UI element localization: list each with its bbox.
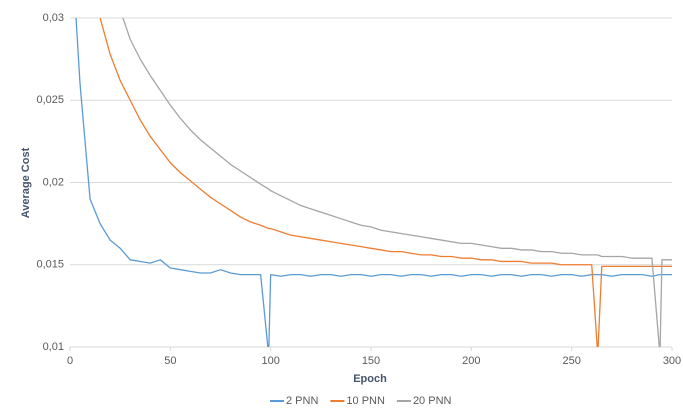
x-tick-label: 50 (164, 355, 176, 367)
series-line (122, 18, 672, 347)
x-tick-label: 300 (663, 355, 681, 367)
legend-label: 10 PNN (346, 395, 385, 407)
legend-label: 20 PNN (413, 395, 452, 407)
x-tick-label: 100 (261, 355, 279, 367)
y-tick-label: 0,015 (36, 259, 64, 271)
y-axis-title: Average Cost (20, 147, 32, 218)
x-tick-label: 0 (67, 355, 73, 367)
x-tick-label: 250 (562, 355, 580, 367)
x-axis-title: Epoch (353, 373, 387, 385)
x-tick-label: 150 (362, 355, 380, 367)
legend-label: 2 PNN (286, 395, 318, 407)
y-tick-label: 0,025 (36, 94, 64, 106)
y-tick-label: 0,02 (43, 176, 64, 188)
x-tick-label: 200 (462, 355, 480, 367)
series-line (99, 18, 672, 347)
y-tick-label: 0,03 (43, 12, 64, 24)
series-line (75, 18, 672, 347)
y-tick-label: 0,01 (43, 341, 64, 353)
plot-area (75, 18, 672, 347)
